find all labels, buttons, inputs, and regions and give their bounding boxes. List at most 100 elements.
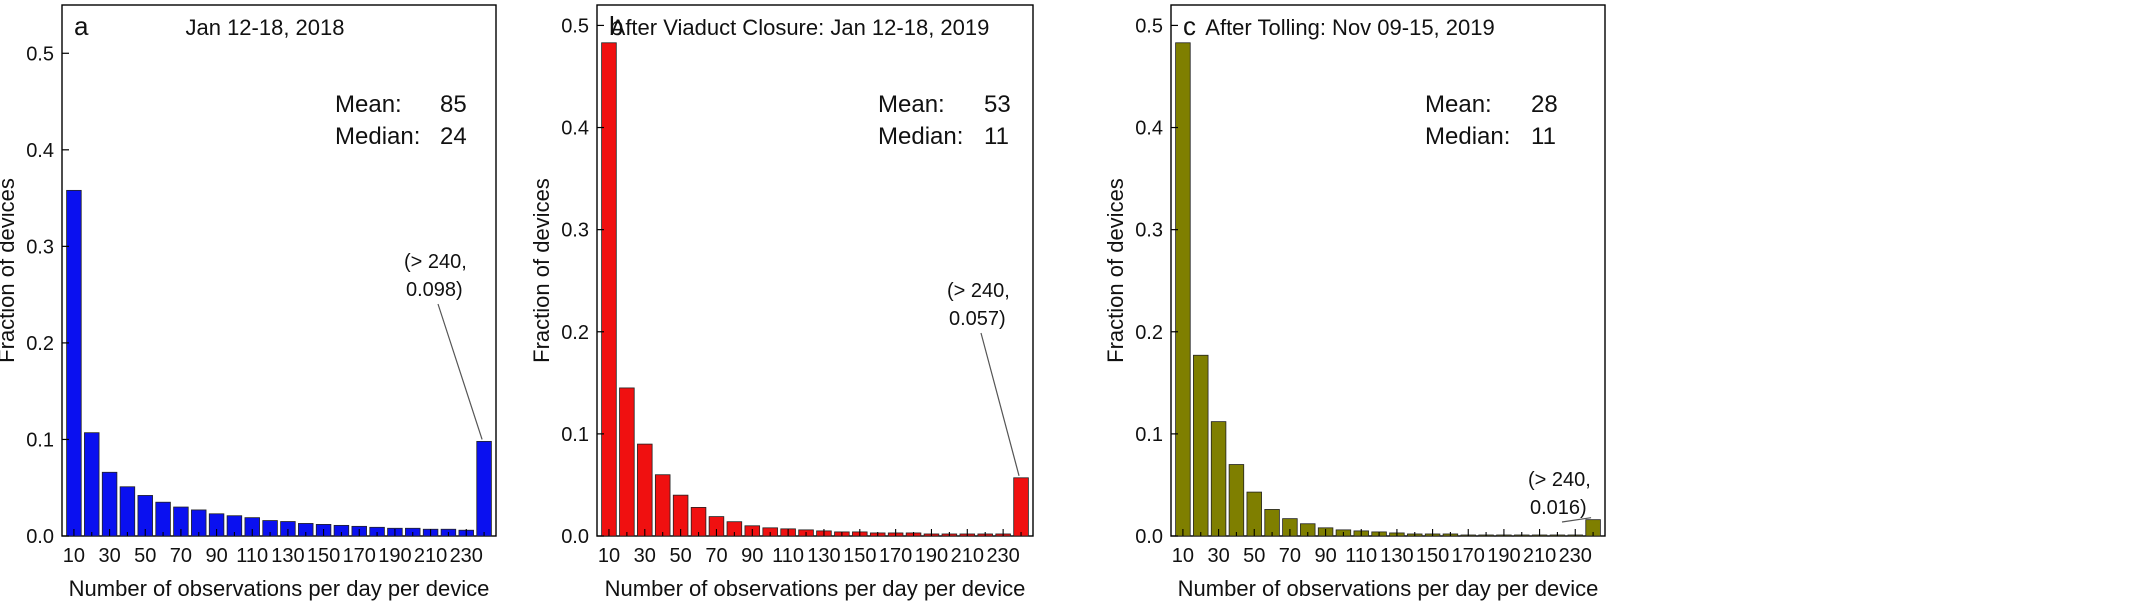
x-tick-label: 130 bbox=[271, 545, 304, 567]
x-tick-label: 230 bbox=[986, 545, 1019, 567]
median-label: Median: bbox=[335, 123, 420, 150]
x-tick-label: 190 bbox=[378, 545, 411, 567]
x-tick-label: 10 bbox=[598, 545, 620, 567]
panel-letter: c bbox=[1183, 11, 1196, 41]
median-label: Median: bbox=[878, 123, 963, 150]
y-tick-label: 0.1 bbox=[1135, 424, 1163, 446]
bar-20 bbox=[619, 387, 635, 537]
y-tick-label: 0.1 bbox=[561, 424, 589, 446]
y-tick-label: 0.5 bbox=[26, 43, 54, 65]
x-tick-label: 170 bbox=[343, 545, 376, 567]
bar-20 bbox=[84, 432, 100, 537]
bar-20 bbox=[1193, 354, 1209, 537]
y-tick-label: 0.0 bbox=[561, 526, 589, 548]
median-value: 11 bbox=[984, 123, 1009, 150]
y-tick-label: 0.1 bbox=[26, 429, 54, 451]
bar-60 bbox=[690, 507, 707, 537]
y-axis-label: Fraction of devices bbox=[1103, 178, 1128, 363]
panel-letter: a bbox=[74, 11, 89, 41]
annotation-leader-line bbox=[1561, 517, 1592, 523]
x-tick-label: 170 bbox=[879, 545, 912, 567]
bar-10 bbox=[1175, 42, 1191, 537]
bar-60 bbox=[155, 501, 171, 537]
x-tick-label: 170 bbox=[1452, 545, 1485, 567]
x-tick-label: 30 bbox=[1207, 545, 1229, 567]
mean-value: 85 bbox=[440, 91, 467, 118]
y-tick-label: 0.0 bbox=[1135, 526, 1163, 548]
chart-panel-b: b After Viaduct Closure: Jan 12-18, 2019… bbox=[529, 4, 1034, 601]
x-tick-label: 110 bbox=[236, 545, 268, 567]
x-tick-label: 210 bbox=[414, 545, 447, 567]
bar-30 bbox=[101, 471, 118, 537]
x-tick-label: 70 bbox=[1279, 545, 1301, 567]
x-tick-label: 150 bbox=[307, 545, 340, 567]
plot-frame bbox=[61, 4, 497, 537]
x-tick-label: 230 bbox=[1559, 545, 1592, 567]
x-axis-label: Number of observations per day per devic… bbox=[1178, 576, 1599, 601]
x-tick-label: 110 bbox=[1345, 545, 1377, 567]
x-tick-label: 70 bbox=[170, 545, 192, 567]
panel-letter: b bbox=[609, 11, 623, 41]
bar-40 bbox=[119, 486, 136, 537]
x-tick-label: 130 bbox=[1380, 545, 1413, 567]
chart-panel-c: c After Tolling: Nov 09-15, 2019 Fractio… bbox=[1103, 4, 1606, 601]
x-axis-label: Number of observations per day per devic… bbox=[605, 576, 1026, 601]
x-tick-label: 210 bbox=[1523, 545, 1556, 567]
y-tick-label: 0.4 bbox=[26, 140, 54, 162]
bar-240 bbox=[476, 440, 492, 537]
tail-annotation-line2: 0.098) bbox=[406, 279, 463, 301]
mean-value: 28 bbox=[1531, 91, 1558, 118]
x-tick-label: 90 bbox=[205, 545, 227, 567]
bar-10 bbox=[66, 189, 82, 537]
mean-label: Mean: bbox=[878, 91, 945, 118]
y-axis-label: Fraction of devices bbox=[529, 178, 554, 363]
x-tick-label: 150 bbox=[843, 545, 876, 567]
median-value: 24 bbox=[440, 123, 467, 150]
y-tick-label: 0.3 bbox=[26, 236, 54, 258]
x-tick-label: 10 bbox=[63, 545, 85, 567]
x-tick-label: 230 bbox=[450, 545, 483, 567]
tail-annotation-line2: 0.016) bbox=[1530, 497, 1587, 519]
y-tick-label: 0.2 bbox=[26, 333, 54, 355]
x-tick-label: 90 bbox=[741, 545, 763, 567]
bar-30 bbox=[637, 443, 653, 537]
x-tick-label: 50 bbox=[670, 545, 692, 567]
bar-40 bbox=[1228, 464, 1245, 537]
chart-panel-a: a Jan 12-18, 2018 Fraction of devices Nu… bbox=[0, 4, 497, 601]
x-tick-label: 130 bbox=[807, 545, 840, 567]
x-axis-label: Number of observations per day per devic… bbox=[69, 576, 490, 601]
chart-title: After Tolling: Nov 09-15, 2019 bbox=[1205, 15, 1494, 40]
y-tick-label: 0.2 bbox=[561, 322, 589, 344]
y-axis-label: Fraction of devices bbox=[0, 178, 19, 363]
x-tick-label: 30 bbox=[98, 545, 120, 567]
tail-annotation-line1: (> 240, bbox=[947, 280, 1010, 302]
plot-frame bbox=[596, 4, 1034, 537]
mean-label: Mean: bbox=[335, 91, 402, 118]
chart-title: Jan 12-18, 2018 bbox=[185, 15, 344, 40]
y-tick-label: 0.4 bbox=[561, 118, 589, 140]
annotation-leader-line bbox=[437, 303, 483, 440]
y-tick-label: 0.5 bbox=[561, 15, 589, 37]
y-tick-label: 0.4 bbox=[1135, 118, 1163, 140]
y-tick-label: 0.3 bbox=[1135, 220, 1163, 242]
y-tick-label: 0.3 bbox=[561, 220, 589, 242]
mean-label: Mean: bbox=[1425, 91, 1492, 118]
mean-value: 53 bbox=[984, 91, 1011, 118]
x-tick-label: 10 bbox=[1172, 545, 1194, 567]
chart-title: After Viaduct Closure: Jan 12-18, 2019 bbox=[611, 15, 990, 40]
x-tick-label: 30 bbox=[634, 545, 656, 567]
median-label: Median: bbox=[1425, 123, 1510, 150]
x-tick-label: 190 bbox=[1487, 545, 1520, 567]
x-tick-label: 50 bbox=[1243, 545, 1265, 567]
x-tick-label: 150 bbox=[1416, 545, 1449, 567]
x-tick-label: 70 bbox=[705, 545, 727, 567]
y-tick-label: 0.2 bbox=[1135, 322, 1163, 344]
x-tick-label: 110 bbox=[772, 545, 804, 567]
tail-annotation-line2: 0.057) bbox=[949, 308, 1006, 330]
median-value: 11 bbox=[1531, 123, 1556, 150]
tail-annotation-line1: (> 240, bbox=[1528, 469, 1591, 491]
x-tick-label: 50 bbox=[134, 545, 156, 567]
bar-10 bbox=[601, 42, 617, 537]
bar-240 bbox=[1013, 477, 1029, 537]
